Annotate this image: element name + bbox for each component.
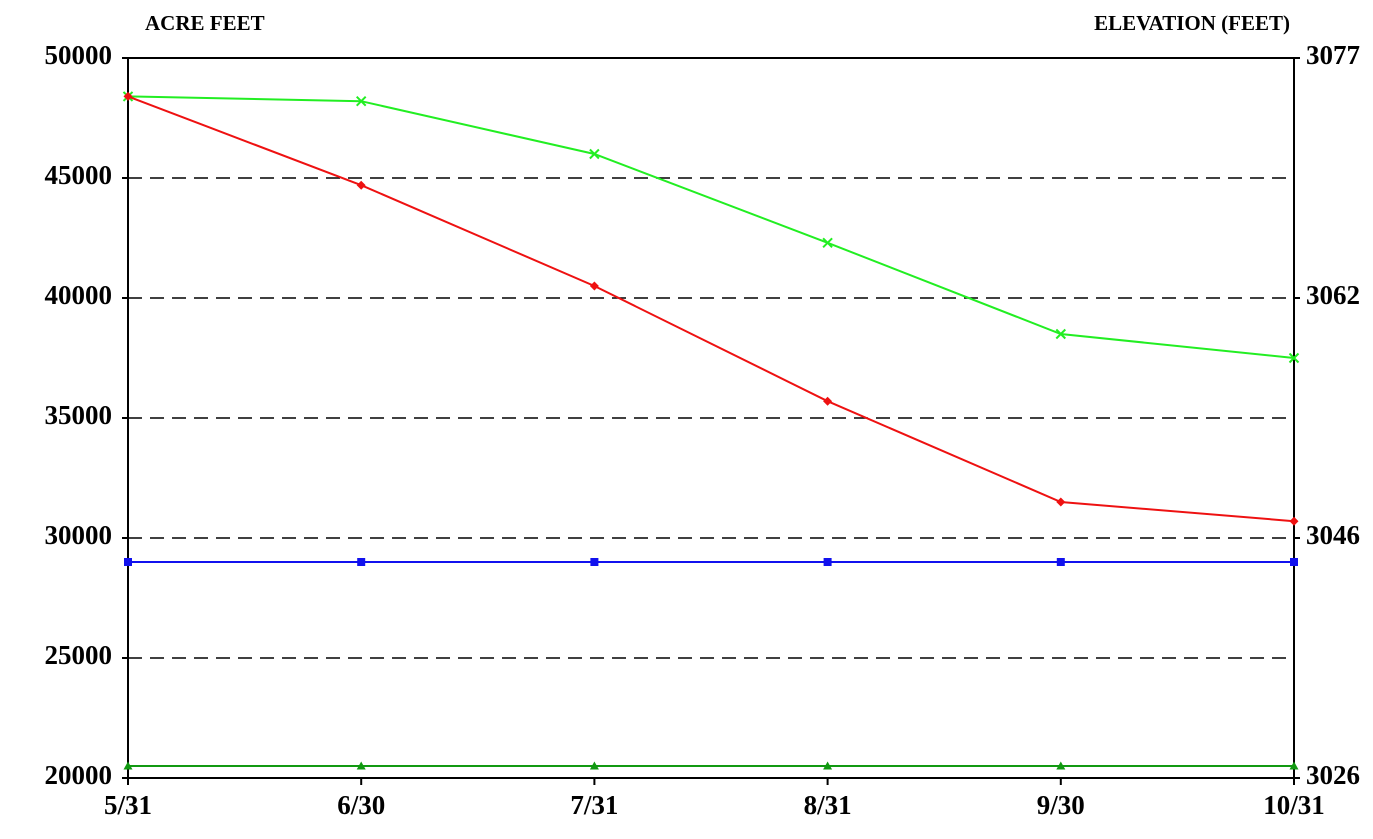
point	[1056, 497, 1066, 507]
point	[123, 761, 133, 770]
x-tick-label: 5/31	[104, 790, 152, 820]
y-axis-label: ACRE FEET	[145, 11, 265, 35]
y-tick-label: 45000	[45, 160, 113, 190]
y2-tick-label: 3026	[1306, 760, 1360, 790]
x-tick-label: 7/31	[570, 790, 618, 820]
y2-tick-label: 3062	[1306, 280, 1360, 310]
y-tick-label: 20000	[45, 760, 113, 790]
y2-axis-label: ELEVATION (FEET)	[1094, 11, 1290, 35]
x-tick-label: 6/30	[337, 790, 385, 820]
point	[590, 558, 599, 566]
point	[1290, 558, 1298, 566]
y-tick-label: 50000	[45, 40, 113, 70]
point	[1289, 761, 1299, 770]
point	[1056, 761, 1066, 770]
y-tick-label: 25000	[45, 640, 113, 670]
series-line	[127, 95, 1295, 359]
point	[823, 396, 833, 406]
y2-tick-label: 3046	[1306, 520, 1360, 550]
point	[356, 761, 366, 770]
point	[357, 558, 366, 566]
point	[1055, 328, 1067, 340]
y-tick-label: 35000	[45, 400, 113, 430]
point	[124, 558, 132, 566]
y2-tick-label: 3077	[1306, 40, 1360, 70]
x-tick-label: 10/31	[1263, 790, 1325, 820]
y-tick-label: 30000	[45, 520, 113, 550]
point	[822, 237, 833, 249]
x-tick-label: 9/30	[1037, 790, 1085, 820]
point	[589, 281, 599, 291]
point	[355, 95, 367, 107]
y-tick-label: 40000	[45, 280, 113, 310]
series-line	[127, 95, 1295, 523]
point	[589, 761, 599, 770]
point	[823, 558, 832, 566]
point	[823, 761, 833, 770]
point	[356, 180, 366, 190]
point	[1056, 558, 1065, 566]
point	[1288, 352, 1300, 364]
point	[123, 91, 133, 101]
point	[1289, 516, 1299, 526]
x-tick-label: 8/31	[804, 790, 852, 820]
point	[589, 148, 600, 160]
